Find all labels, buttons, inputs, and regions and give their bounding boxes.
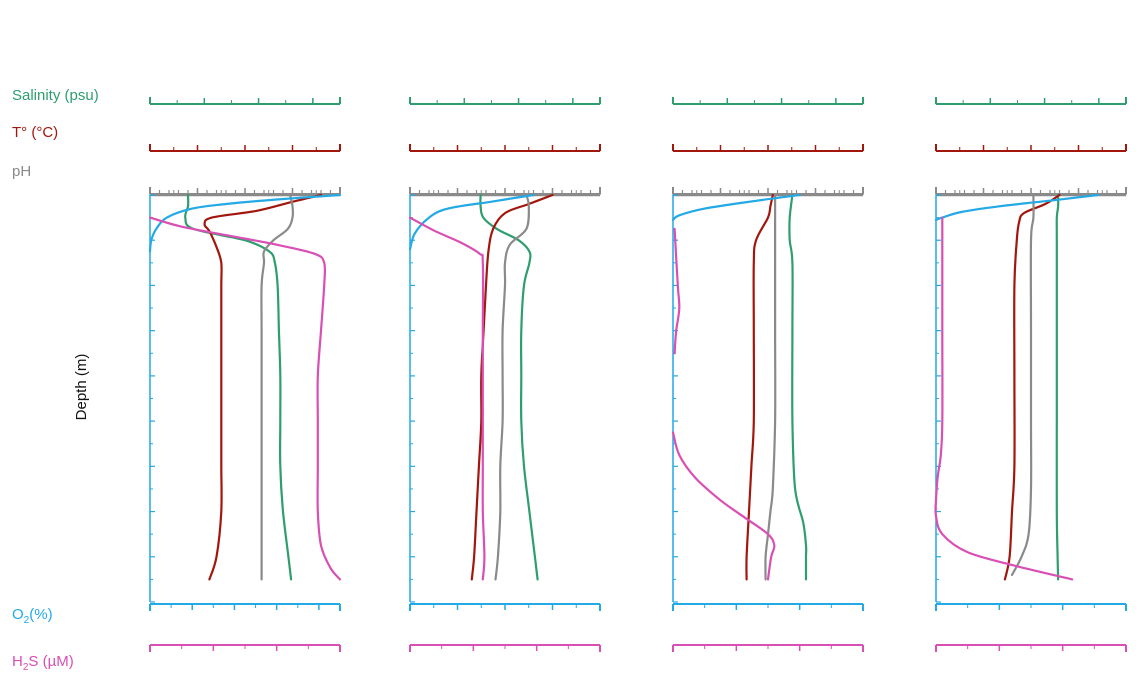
- temperature-profile-line: [745, 193, 774, 581]
- salinity-profile-line: [184, 193, 293, 581]
- depth-axis: [935, 194, 941, 603]
- h2s-row-label: H2S (µM): [12, 653, 74, 673]
- temperature-axis: [409, 144, 601, 152]
- o2-row-label-main: O: [12, 606, 24, 623]
- temperature-profile-line: [1003, 193, 1061, 581]
- depth-axis: [149, 194, 155, 603]
- panel-2: [408, 97, 601, 652]
- h2s-profile-line: [671, 431, 776, 581]
- salinity-axis: [672, 97, 864, 105]
- h2s-row-label-unit: S (µM): [28, 653, 73, 670]
- h2s-axis: [935, 644, 1127, 652]
- ph-profile-line: [764, 193, 777, 581]
- ph-row-label: pH: [12, 163, 31, 180]
- salinity-axis: [935, 97, 1127, 105]
- depth-axis: [672, 194, 678, 603]
- o2-axis: [672, 603, 864, 611]
- h2s-profile-line: [408, 216, 486, 581]
- h2s-profile-line: [673, 227, 681, 355]
- salinity-row-label: Salinity (psu): [12, 87, 99, 104]
- o2-profile-line: [671, 193, 801, 221]
- h2s-axis: [672, 644, 864, 652]
- depth-axis-label: Depth (m): [73, 354, 90, 421]
- o2-row-label: O2(%): [12, 606, 53, 626]
- salinity-profile-line: [788, 193, 808, 581]
- o2-row-label-sub: 2: [24, 615, 30, 626]
- series-group: [148, 193, 342, 581]
- salinity-profile-line: [479, 193, 539, 581]
- h2s-axis: [149, 644, 341, 652]
- temperature-axis: [149, 144, 341, 152]
- panels: [148, 97, 1127, 652]
- panel-1: [148, 97, 342, 652]
- o2-profile-line: [934, 193, 1100, 221]
- row-labels: Salinity (psu) T° (°C) pH O2(%) H2S (µM)…: [12, 87, 99, 673]
- salinity-axis: [409, 97, 601, 105]
- temperature-row-label: T° (°C): [12, 124, 58, 141]
- temperature-profile-line: [203, 193, 323, 581]
- h2s-profile-line: [934, 216, 1074, 581]
- ph-profile-line: [260, 193, 295, 581]
- h2s-row-label-sub: 2: [23, 662, 29, 673]
- series-group: [934, 193, 1100, 581]
- ph-profile-line: [1010, 193, 1035, 576]
- o2-profile-line: [148, 193, 342, 253]
- series-group: [408, 193, 554, 581]
- temperature-axis: [672, 144, 864, 152]
- panel-3: [671, 97, 864, 652]
- o2-profile-line: [408, 193, 535, 251]
- o2-axis: [935, 603, 1127, 611]
- salinity-axis: [149, 97, 341, 105]
- panel-4: [934, 97, 1127, 652]
- h2s-axis: [409, 644, 601, 652]
- h2s-profile-line: [148, 216, 342, 581]
- h2s-row-label-main: H: [12, 653, 23, 670]
- series-group: [671, 193, 808, 581]
- ph-profile-line: [494, 193, 530, 581]
- temperature-axis: [935, 144, 1127, 152]
- depth-axis: [409, 194, 415, 603]
- o2-row-label-unit: (%): [29, 606, 52, 623]
- salinity-profile-line: [1055, 193, 1060, 581]
- o2-axis: [149, 603, 341, 611]
- o2-axis: [409, 603, 601, 611]
